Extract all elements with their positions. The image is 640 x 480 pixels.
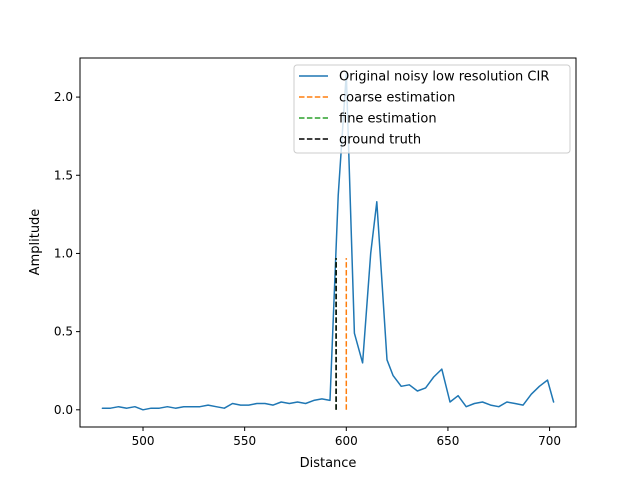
y-tick-label: 2.0 [54,90,73,104]
legend-label: fine estimation [339,112,437,127]
x-tick-label: 600 [335,434,358,448]
plot-lines [101,72,555,411]
x-tick-label: 550 [233,434,256,448]
x-tick-label: 700 [538,434,561,448]
legend: Original noisy low resolution CIR coarse … [293,64,571,154]
x-axis-ticks: 500 550 600 650 700 [132,427,561,448]
x-tick-label: 650 [436,434,459,448]
y-tick-label: 0.5 [54,325,73,339]
x-tick-label: 500 [132,434,155,448]
y-axis-ticks: 0.0 0.5 1.0 1.5 2.0 [54,90,80,417]
series-line-0 [101,72,555,411]
legend-label: ground truth [339,133,421,148]
plot-area-frame [79,57,577,428]
legend-frame [293,64,571,154]
legend-label: coarse estimation [339,91,455,106]
y-tick-label: 1.0 [54,246,73,260]
y-tick-label: 1.5 [54,168,73,182]
y-tick-label: 0.0 [54,403,73,417]
y-axis-label: Amplitude [28,209,43,276]
x-axis-label: Distance [300,456,357,471]
legend-label: Original noisy low resolution CIR [339,70,549,85]
